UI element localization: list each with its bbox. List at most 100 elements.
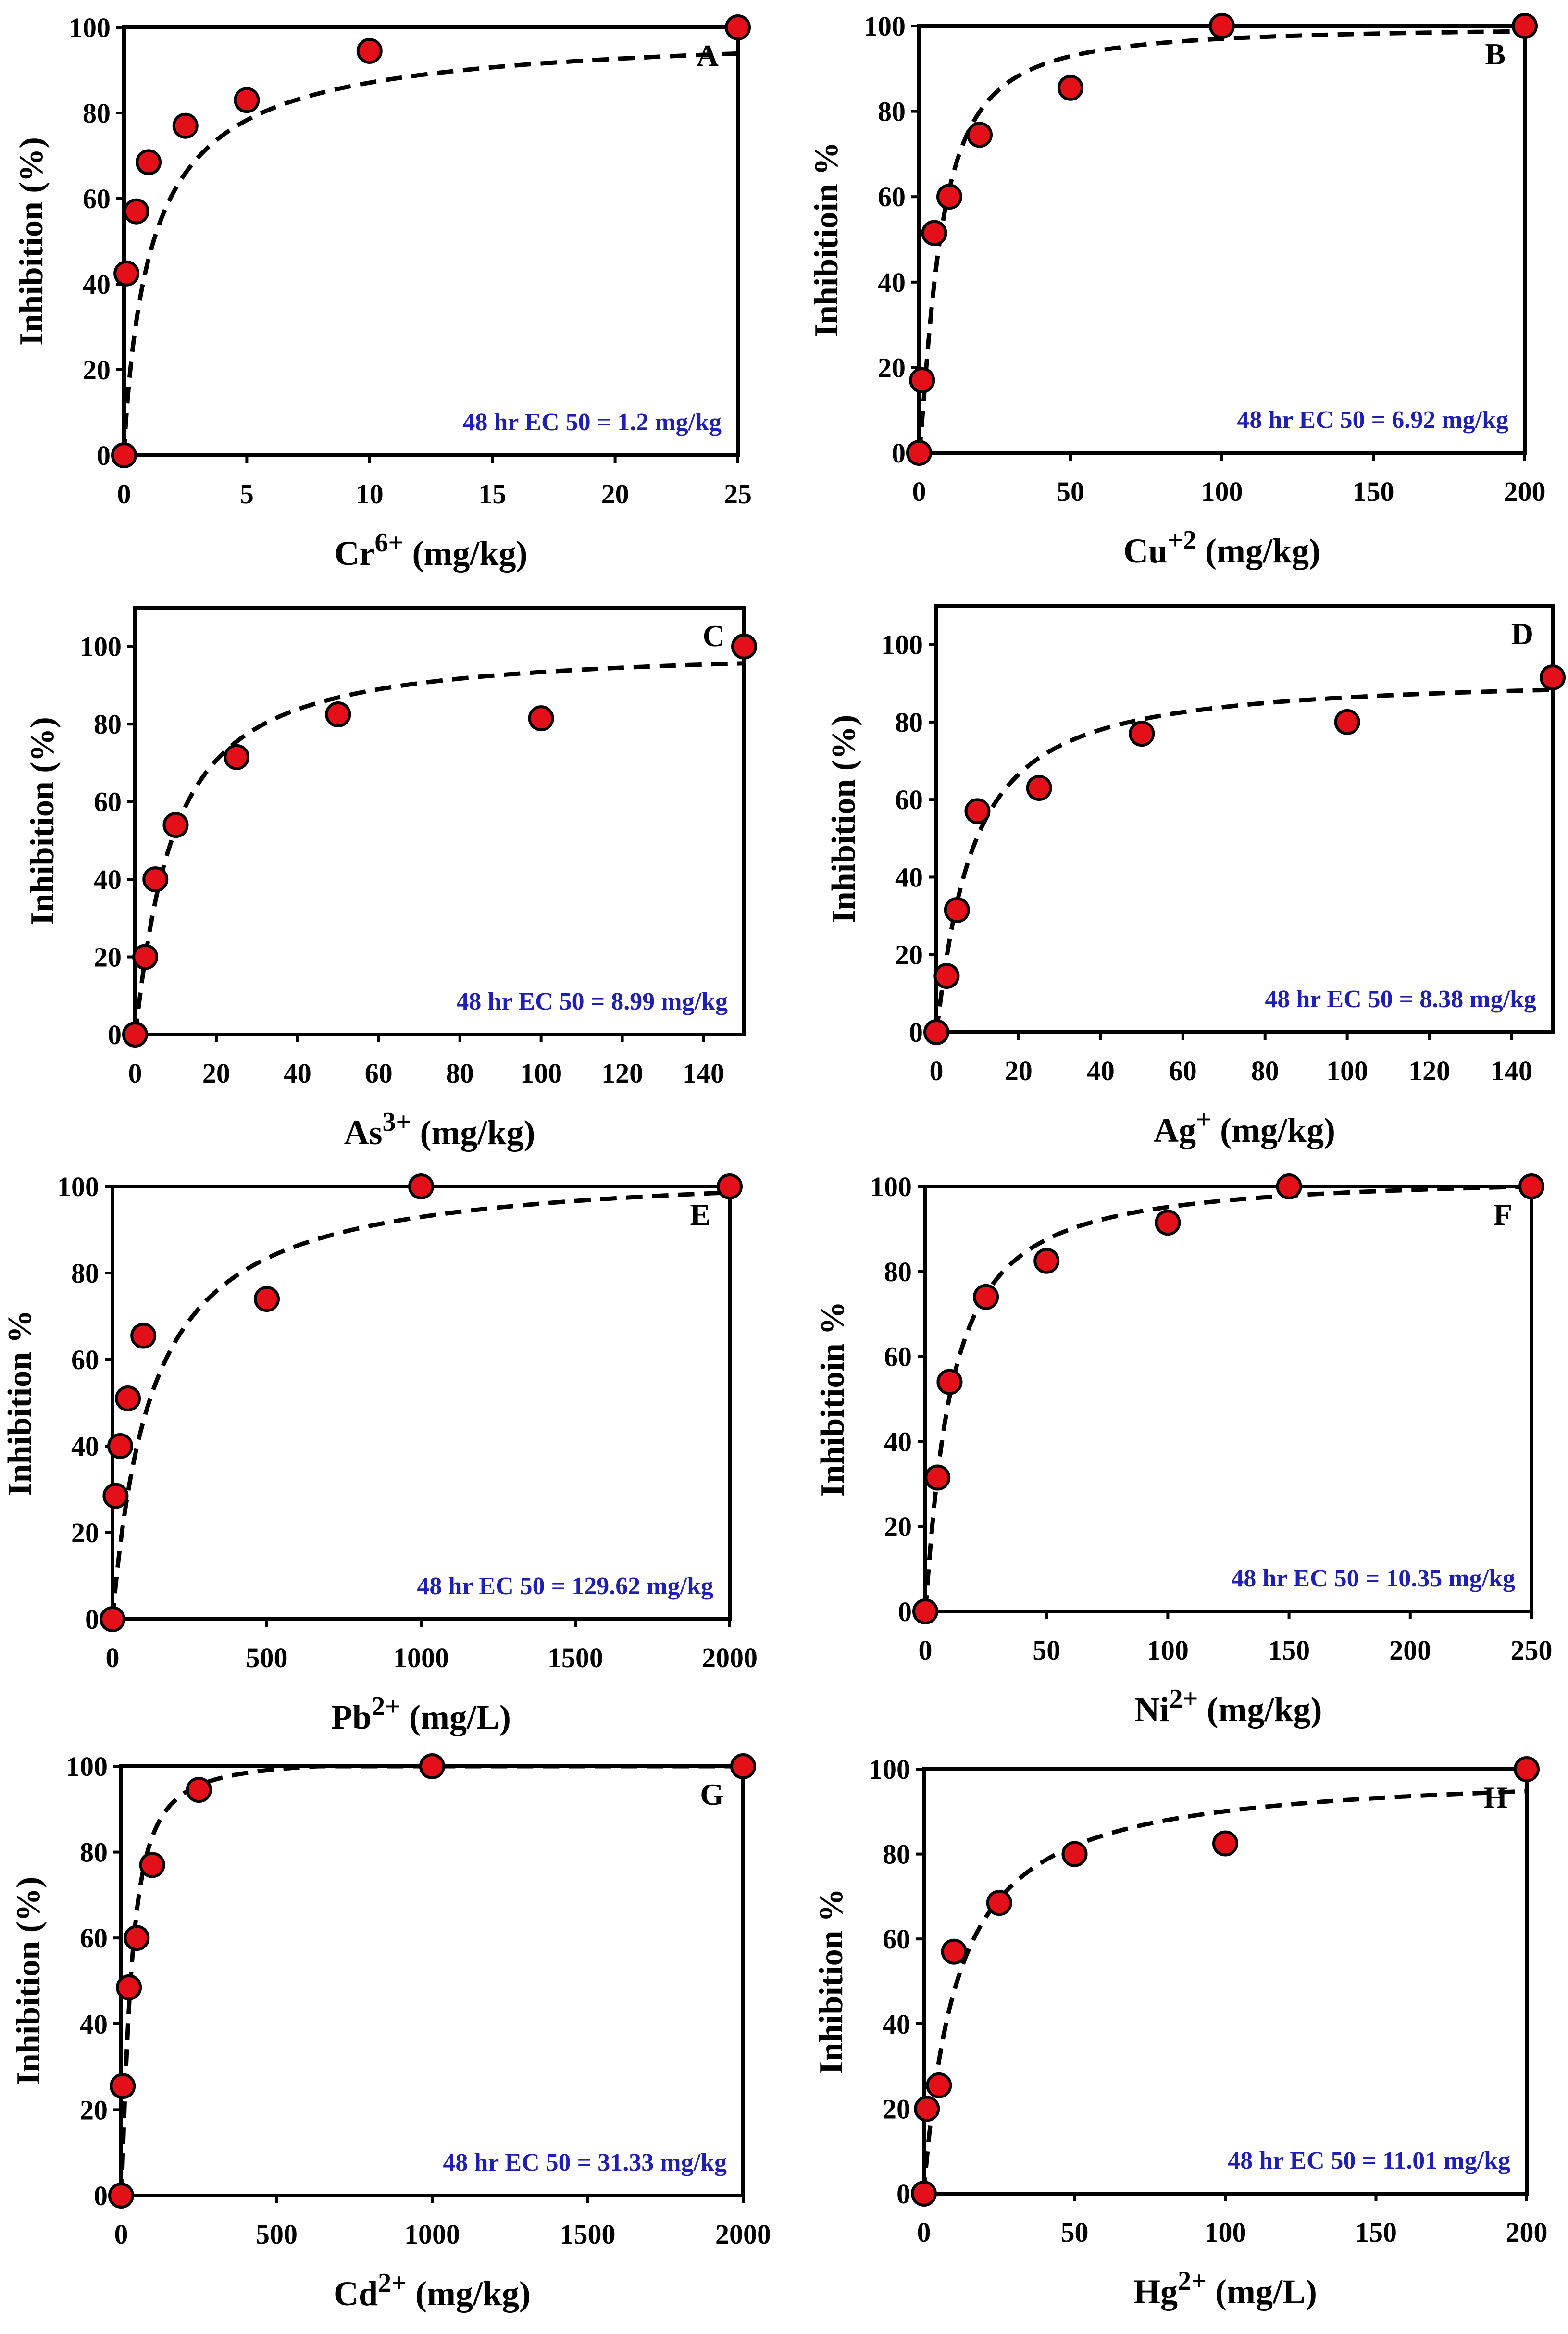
y-tick-label: 80 <box>71 1258 99 1289</box>
fit-curve-d <box>934 687 1553 1033</box>
data-point <box>1276 1173 1302 1199</box>
y-axis-title-a: Inhibition (%) <box>13 137 50 346</box>
x-axis-unit: (mg/kg) <box>1211 1111 1335 1149</box>
ec50-annotation-g: 48 hr EC 50 = 31.33 mg/kg <box>443 2149 727 2176</box>
x-axis-unit: (mg/kg) <box>403 534 527 573</box>
x-tick-label: 0 <box>117 478 131 510</box>
y-axis-title-b: Inhibitioin % <box>808 142 845 337</box>
data-point <box>1058 75 1083 101</box>
data-point <box>912 1598 938 1624</box>
data-point <box>964 798 991 824</box>
x-tick-label: 20 <box>1005 1055 1033 1086</box>
data-point <box>123 198 149 225</box>
data-point <box>924 1464 951 1491</box>
y-tick-label: 0 <box>97 440 111 471</box>
data-point <box>234 87 260 113</box>
x-axis-ion-charge: 2+ <box>378 2268 407 2298</box>
y-tick-label: 40 <box>895 861 923 893</box>
y-tick-label: 60 <box>71 1344 99 1375</box>
data-point <box>1540 664 1566 691</box>
x-axis-ion: Cd <box>334 2274 378 2313</box>
data-point <box>1129 721 1155 747</box>
plot-frame-g <box>119 1764 745 2197</box>
x-tick-label: 50 <box>1057 476 1084 507</box>
x-tick-label: 10 <box>356 478 384 510</box>
data-point <box>1033 1248 1060 1274</box>
x-axis-title-f: Ni2+ (mg/kg) <box>1135 1684 1322 1729</box>
x-axis-ion: Hg <box>1133 2272 1178 2311</box>
x-tick-label: 80 <box>1251 1055 1279 1086</box>
x-axis-title-a: Cr6+ (mg/kg) <box>335 528 528 573</box>
data-point <box>130 1323 157 1349</box>
data-point <box>186 1777 212 1803</box>
data-point <box>139 1852 165 1878</box>
y-tick-label: 100 <box>869 1754 910 1785</box>
data-point <box>108 2183 134 2209</box>
panel-b: 0 50 100 150 200 0 20 40 60 80 100 Inhibitioin % Cu+… <box>808 11 1546 570</box>
x-axis-ion-charge: 2+ <box>1170 1684 1198 1714</box>
x-tick-label: 200 <box>1506 2217 1548 2248</box>
x-tick-label: 140 <box>1491 1055 1532 1086</box>
x-tick-label: 2000 <box>715 2219 771 2250</box>
y-tick-label: 0 <box>898 1596 912 1627</box>
y-tick-label: 60 <box>883 1923 910 1955</box>
y-tick-label: 80 <box>80 1837 108 1868</box>
y-tick-label: 100 <box>66 1751 108 1782</box>
plot-frame-a <box>122 25 740 457</box>
data-point <box>973 1284 999 1310</box>
x-tick-label: 25 <box>724 478 752 510</box>
fit-curve-b <box>917 29 1525 455</box>
x-tick-label: 50 <box>1033 1635 1060 1666</box>
data-point <box>911 2181 937 2207</box>
x-tick-label: 100 <box>520 1058 562 1089</box>
panel-letter-b: B <box>1485 37 1506 71</box>
data-point <box>926 2072 952 2098</box>
x-tick-label: 0 <box>930 1055 944 1086</box>
fit-curve-c <box>133 661 745 1036</box>
x-axis-title-e: Pb2+ (mg/L) <box>331 1692 511 1736</box>
fit-curve-e <box>110 1190 730 1620</box>
y-tick-label: 0 <box>896 2178 910 2209</box>
data-point <box>986 1890 1012 1916</box>
x-tick-label: 150 <box>1353 476 1394 507</box>
data-point <box>110 2073 136 2099</box>
panel-letter-f: F <box>1493 1198 1512 1232</box>
data-point <box>100 1606 125 1632</box>
y-tick-label: 0 <box>108 1019 122 1050</box>
x-tick-label: 200 <box>1389 1635 1431 1666</box>
x-tick-label: 2000 <box>702 1642 758 1673</box>
data-point <box>408 1173 434 1199</box>
x-tick-label: 60 <box>365 1058 393 1089</box>
y-tick-label: 80 <box>884 1256 912 1287</box>
y-tick-label: 40 <box>83 269 111 300</box>
x-tick-label: 100 <box>1147 1635 1189 1666</box>
y-tick-label: 100 <box>864 11 906 42</box>
y-axis-title-d: Inhibition (%) <box>825 715 862 924</box>
panel-h: 0 50 100 150 200 0 20 40 60 80 100 Inhibition % Hg2+… <box>813 1754 1548 2311</box>
x-tick-label: 1500 <box>548 1642 603 1673</box>
x-tick-label: 1500 <box>560 2219 616 2250</box>
x-tick-label: 15 <box>478 478 506 510</box>
y-tick-label: 60 <box>80 1922 108 1954</box>
y-tick-label: 60 <box>895 784 923 815</box>
y-tick-label: 0 <box>892 437 906 469</box>
ec50-annotation-h: 48 hr EC 50 = 11.01 mg/kg <box>1228 2147 1510 2174</box>
x-axis-unit: (mg/kg) <box>1196 532 1320 570</box>
y-tick-label: 80 <box>83 98 111 129</box>
ec50-annotation-c: 48 hr EC 50 = 8.99 mg/kg <box>456 988 728 1015</box>
x-tick-label: 140 <box>683 1058 724 1089</box>
fit-curve-f <box>923 1184 1532 1612</box>
data-point <box>111 442 137 468</box>
x-axis-ion-charge: + <box>1196 1105 1211 1135</box>
data-point <box>936 1369 963 1395</box>
x-tick-label: 150 <box>1268 1635 1310 1666</box>
x-axis-ion-charge: +2 <box>1168 525 1196 555</box>
data-point <box>356 37 383 64</box>
y-tick-label: 20 <box>895 939 923 971</box>
data-point <box>914 2096 940 2122</box>
x-axis-ion: Ag <box>1154 1111 1196 1149</box>
x-tick-label: 20 <box>601 478 629 510</box>
y-tick-label: 80 <box>878 96 906 127</box>
data-point <box>1334 709 1360 735</box>
